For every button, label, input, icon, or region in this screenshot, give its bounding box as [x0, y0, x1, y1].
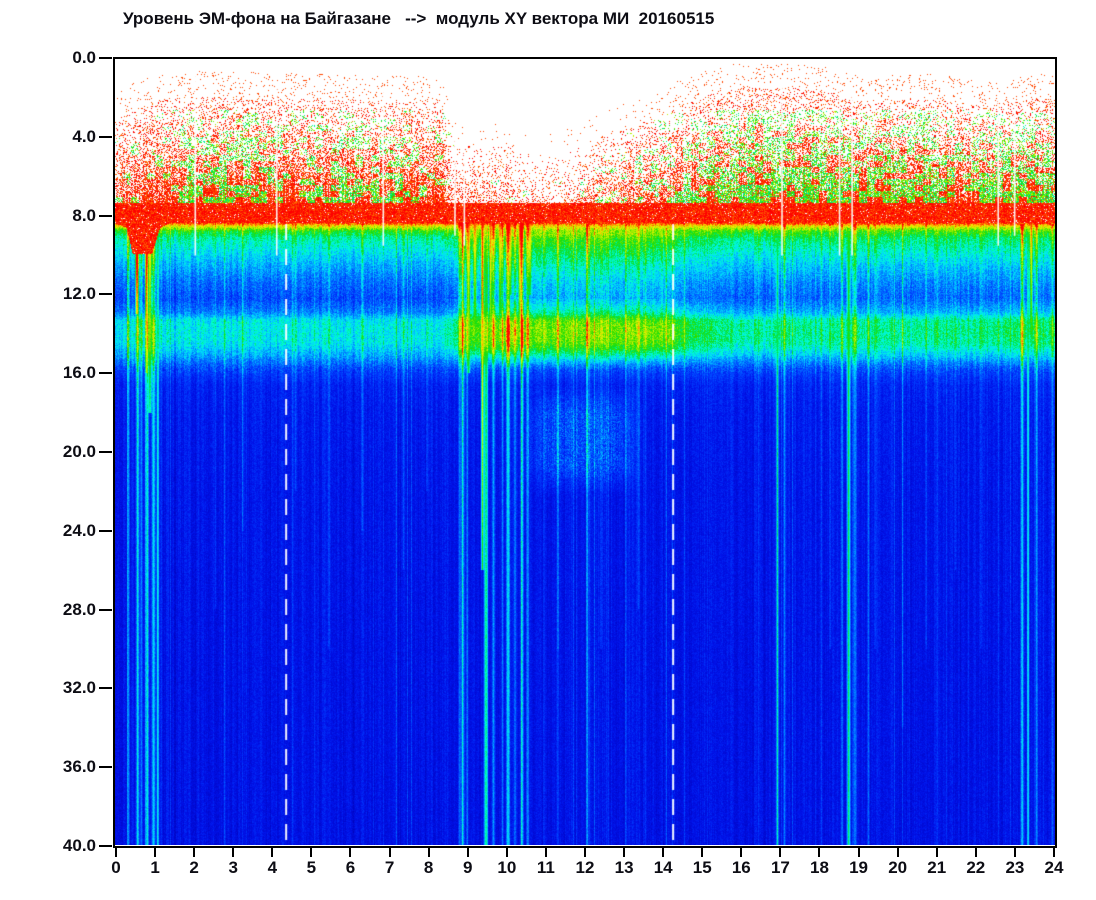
y-axis-tick [99, 293, 112, 296]
x-tick-label: 1 [150, 858, 160, 877]
x-tick-label: 11 [536, 858, 555, 877]
x-tick-label: 10 [497, 858, 517, 877]
x-tick-label: 21 [927, 858, 947, 877]
x-axis-tick [232, 846, 235, 857]
y-axis-tick [99, 451, 112, 453]
y-axis-tick [99, 372, 112, 375]
x-axis-tick [193, 846, 196, 857]
y-axis-tick [99, 687, 112, 690]
x-tick-label: 12 [575, 858, 595, 877]
x-tick-label: 13 [614, 858, 634, 877]
x-axis-tick [1013, 846, 1016, 857]
x-axis-tick [701, 846, 704, 857]
x-tick-label: 22 [966, 858, 986, 877]
y-axis-tick [99, 766, 112, 769]
y-tick-label: 16.0 [62, 363, 96, 383]
y-tick-label: 20.0 [62, 442, 96, 461]
x-axis-tick [623, 846, 626, 857]
x-axis-tick [974, 846, 977, 857]
x-tick-label: 7 [384, 858, 395, 877]
x-axis-tick [740, 846, 743, 857]
x-axis-tick [427, 846, 430, 857]
y-tick-label: 8.0 [72, 205, 96, 225]
x-tick-label: 9 [463, 858, 473, 877]
x-axis-tick [310, 846, 313, 857]
x-axis-tick [505, 846, 508, 857]
x-tick-label: 14 [653, 858, 673, 877]
y-tick-label: 0.0 [72, 48, 96, 67]
chart-title: Уровень ЭМ-фона на Байгазане --> модуль … [123, 9, 715, 28]
x-axis-tick [154, 846, 157, 857]
x-tick-label: 4 [267, 858, 278, 877]
y-tick-label: 40.0 [62, 836, 96, 855]
x-axis-tick [544, 846, 547, 857]
y-axis-tick [99, 57, 112, 59]
x-axis-tick [388, 846, 391, 857]
x-tick-label: 2 [189, 858, 199, 877]
x-tick-label: 3 [228, 858, 238, 877]
y-axis-tick [99, 135, 112, 138]
x-axis-tick [1052, 846, 1055, 857]
x-tick-label: 16 [731, 858, 751, 877]
x-tick-label: 19 [849, 858, 869, 877]
x-tick-label: 18 [810, 858, 829, 877]
x-axis-tick [896, 846, 899, 857]
x-tick-label: 15 [692, 858, 712, 877]
x-tick-label: 5 [306, 858, 317, 877]
x-axis-tick [818, 846, 821, 857]
x-axis-tick [583, 846, 586, 857]
y-tick-label: 32.0 [62, 678, 96, 698]
x-axis-tick [662, 846, 665, 857]
y-tick-label: 4.0 [72, 126, 96, 146]
spectrogram-canvas [115, 59, 1055, 845]
x-axis-tick [349, 846, 352, 857]
y-tick-label: 28.0 [62, 599, 96, 619]
x-axis-tick [115, 846, 117, 857]
x-axis-tick [857, 846, 860, 857]
y-axis-tick [99, 608, 112, 611]
y-axis-tick [99, 214, 112, 217]
x-axis-tick [466, 846, 469, 857]
plot-border [113, 57, 1057, 848]
x-axis-tick [779, 846, 782, 857]
y-tick-label: 24.0 [62, 520, 96, 540]
y-tick-label: 36.0 [62, 757, 96, 777]
x-axis-tick [935, 846, 938, 857]
x-tick-label: 0 [111, 858, 121, 877]
y-tick-label: 12.0 [62, 284, 96, 304]
x-tick-label: 23 [1005, 858, 1025, 877]
x-tick-label: 8 [423, 858, 434, 877]
x-tick-label: 24 [1044, 858, 1064, 877]
y-axis-tick [99, 529, 112, 532]
x-tick-label: 6 [345, 858, 356, 877]
y-axis-tick [99, 845, 112, 847]
x-axis-tick [271, 846, 274, 857]
x-tick-label: 20 [888, 858, 908, 877]
x-tick-label: 17 [770, 858, 790, 877]
